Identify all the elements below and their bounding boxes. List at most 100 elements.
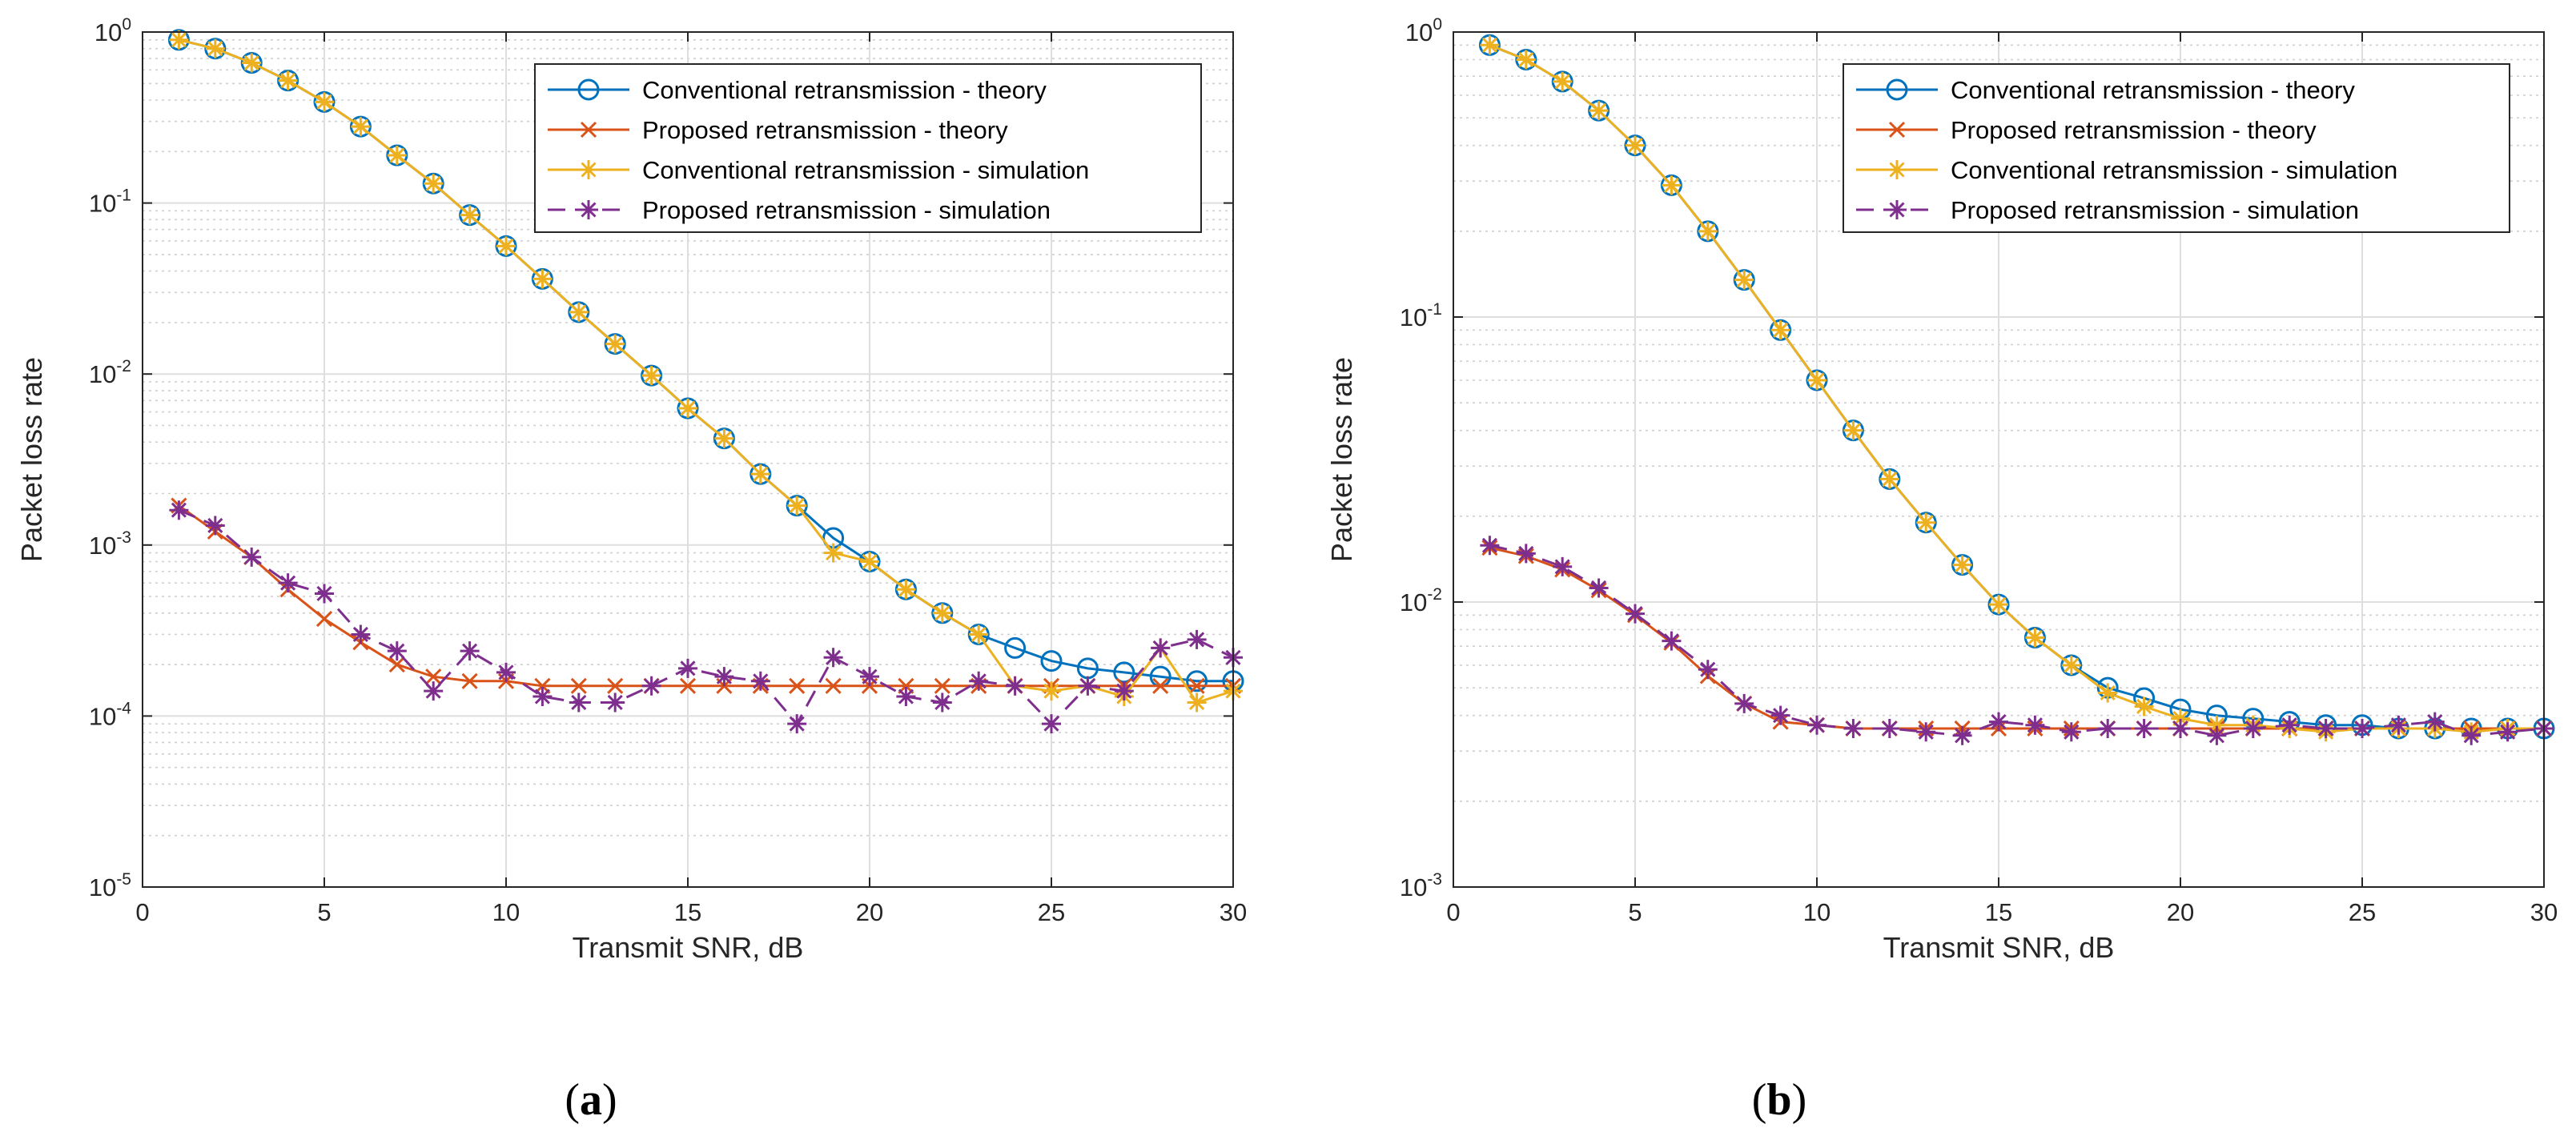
x-tick-label: 15 xyxy=(1985,898,2012,926)
data-point xyxy=(496,236,516,256)
data-point xyxy=(1004,636,1027,659)
legend-label: Conventional retransmission - simulation xyxy=(642,156,1089,184)
data-point xyxy=(1114,681,1134,701)
data-point xyxy=(932,692,952,713)
data-point xyxy=(2207,715,2227,735)
x-tick-label: 20 xyxy=(856,898,883,926)
y-tick-label: 10-2 xyxy=(1400,585,1442,616)
data-point xyxy=(1040,650,1063,672)
data-point xyxy=(2098,683,2118,703)
data-point xyxy=(2025,628,2045,648)
legend-entry: Proposed retransmission - theory xyxy=(1856,116,2317,144)
data-point xyxy=(2134,718,2154,738)
x-tick-label: 30 xyxy=(1220,898,1247,926)
legend-marker xyxy=(579,200,598,219)
data-point xyxy=(461,672,478,689)
data-point xyxy=(1807,715,1827,735)
data-point xyxy=(532,687,553,707)
data-point xyxy=(570,677,587,694)
data-point xyxy=(605,692,625,713)
data-point xyxy=(315,610,333,628)
data-point xyxy=(1553,71,1573,91)
y-tick-label: 100 xyxy=(94,15,131,46)
x-tick-label: 0 xyxy=(135,898,149,926)
data-point xyxy=(387,146,407,166)
data-point xyxy=(569,302,589,322)
data-point xyxy=(750,464,770,484)
x-tick-label: 5 xyxy=(1628,898,1642,926)
data-point xyxy=(460,205,480,225)
data-point xyxy=(2171,718,2190,738)
legend-box xyxy=(1843,63,2510,233)
data-point xyxy=(2025,715,2045,735)
tick-marks xyxy=(1453,31,2545,888)
data-point xyxy=(278,573,298,593)
data-point xyxy=(424,681,444,701)
y-axis-label: Packet loss rate xyxy=(15,357,48,562)
data-point xyxy=(1626,604,1645,624)
data-point xyxy=(1916,722,1936,742)
data-point xyxy=(787,496,807,516)
data-point xyxy=(2134,696,2154,717)
data-point xyxy=(388,656,405,673)
data-point xyxy=(2061,722,2081,742)
data-point xyxy=(2243,718,2263,738)
data-point xyxy=(2353,718,2372,738)
data-point xyxy=(1078,676,1098,696)
data-point xyxy=(750,671,770,691)
legend: Conventional retransmission - theory Prop… xyxy=(1843,63,2510,233)
legend-marker xyxy=(1887,160,1907,179)
data-point xyxy=(607,677,624,694)
x-tick-label: 10 xyxy=(492,898,520,926)
legend-entry: Proposed retransmission - simulation xyxy=(548,196,1051,224)
data-point xyxy=(315,92,334,112)
data-point xyxy=(1626,135,1645,155)
data-point xyxy=(679,677,697,694)
data-point xyxy=(1734,693,1754,713)
data-point xyxy=(860,552,879,572)
data-point xyxy=(2061,655,2081,675)
x-axis-label: Transmit SNR, dB xyxy=(573,931,804,964)
data-point xyxy=(1843,718,1863,738)
data-point xyxy=(1480,35,1500,55)
x-tick-label: 0 xyxy=(1446,898,1460,926)
data-point xyxy=(605,334,625,354)
y-tick-label: 10-1 xyxy=(89,187,131,218)
data-point xyxy=(896,580,916,600)
data-point xyxy=(1698,660,1718,680)
legend: Conventional retransmission - theory Prop… xyxy=(534,63,1202,233)
data-point xyxy=(2171,708,2190,729)
data-point xyxy=(1186,670,1208,692)
legend-entry: Conventional retransmission - simulation xyxy=(548,156,1089,184)
data-point xyxy=(678,658,697,678)
data-point xyxy=(1698,221,1718,241)
data-point xyxy=(278,70,298,90)
legend-marker xyxy=(1886,78,1908,101)
data-point xyxy=(1734,270,1754,290)
data-point xyxy=(425,668,442,685)
data-point xyxy=(1187,692,1207,713)
data-point xyxy=(1480,536,1500,556)
data-point xyxy=(205,516,225,536)
legend-label: Proposed retransmission - theory xyxy=(642,116,1008,144)
data-point xyxy=(1589,101,1609,121)
data-point xyxy=(387,641,407,661)
legend-marker xyxy=(579,160,598,179)
data-point xyxy=(424,174,444,194)
y-tick-label: 10-1 xyxy=(1400,300,1442,331)
x-tick-label: 25 xyxy=(2349,898,2376,926)
data-point xyxy=(1005,676,1025,696)
legend-entry: Conventional retransmission - simulation xyxy=(1856,156,2397,184)
data-point xyxy=(2498,722,2518,742)
data-point xyxy=(242,547,262,567)
data-point xyxy=(969,624,989,644)
data-point xyxy=(1989,595,2008,615)
data-point xyxy=(825,677,842,694)
data-point xyxy=(1516,50,1536,70)
y-tick-label: 10-4 xyxy=(89,699,131,730)
legend-label: Proposed retransmission - simulation xyxy=(642,196,1051,224)
legend-entry: Conventional retransmission - theory xyxy=(548,76,1047,104)
data-point xyxy=(787,714,807,734)
data-point xyxy=(169,30,189,50)
legend-label: Proposed retransmission - theory xyxy=(1951,116,2317,144)
